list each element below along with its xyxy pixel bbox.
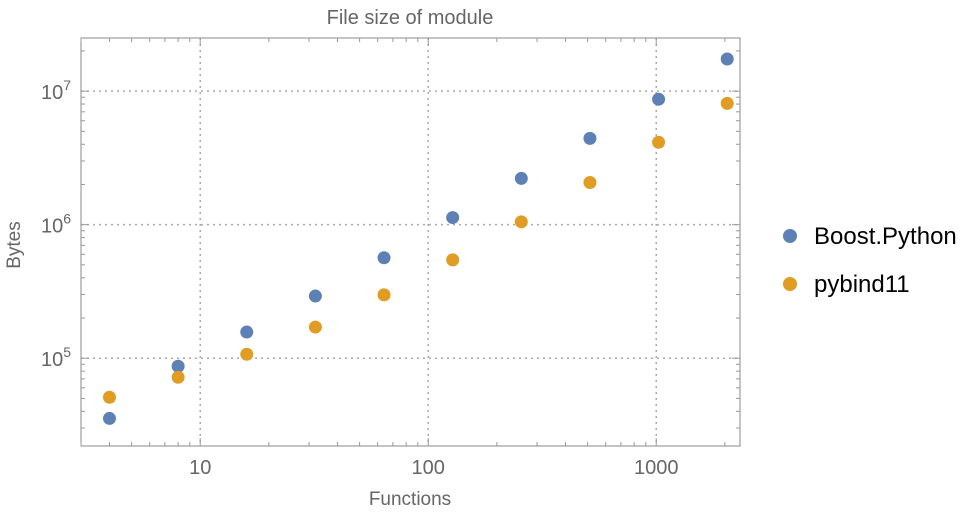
point-pybind11 — [583, 175, 597, 189]
point-boost-python — [308, 289, 322, 303]
y-tick-label: 107 — [41, 77, 71, 104]
data-points — [102, 52, 734, 425]
y-tick-label: 105 — [41, 344, 71, 371]
legend-marker-pybind11 — [783, 277, 797, 291]
chart-title: File size of module — [327, 7, 494, 29]
point-pybind11 — [446, 253, 460, 267]
point-pybind11 — [377, 288, 391, 302]
y-tick-labels: 105 106 107 — [41, 77, 71, 371]
point-pybind11 — [514, 215, 528, 229]
legend-marker-boost-python — [783, 229, 797, 243]
legend-label-boost-python: Boost.Python — [814, 223, 957, 250]
point-pybind11 — [720, 96, 734, 110]
point-boost-python — [514, 171, 528, 185]
point-pybind11 — [240, 347, 254, 361]
x-tick-label: 1000 — [634, 457, 679, 479]
x-tick-labels: 10 100 1000 — [189, 457, 678, 479]
x-tick-label: 10 — [189, 457, 211, 479]
legend-label-pybind11: pybind11 — [814, 271, 910, 298]
point-pybind11 — [102, 390, 116, 404]
point-boost-python — [102, 411, 116, 425]
point-boost-python — [583, 131, 597, 145]
plot-frame — [80, 37, 741, 447]
y-axis-label: Bytes — [4, 221, 25, 269]
x-tick-label: 100 — [412, 457, 445, 479]
point-boost-python — [377, 251, 391, 265]
point-boost-python — [171, 359, 185, 373]
legend: Boost.Python pybind11 — [783, 223, 957, 298]
minor-ticks — [80, 38, 740, 446]
point-pybind11 — [308, 320, 322, 334]
grid — [81, 38, 740, 446]
point-pybind11 — [171, 370, 185, 384]
point-boost-python — [652, 92, 666, 106]
point-boost-python — [240, 325, 254, 339]
y-tick-label: 106 — [41, 211, 71, 238]
point-boost-python — [720, 52, 734, 66]
point-pybind11 — [652, 135, 666, 149]
point-boost-python — [446, 211, 460, 225]
x-axis-label: Functions — [369, 489, 451, 510]
